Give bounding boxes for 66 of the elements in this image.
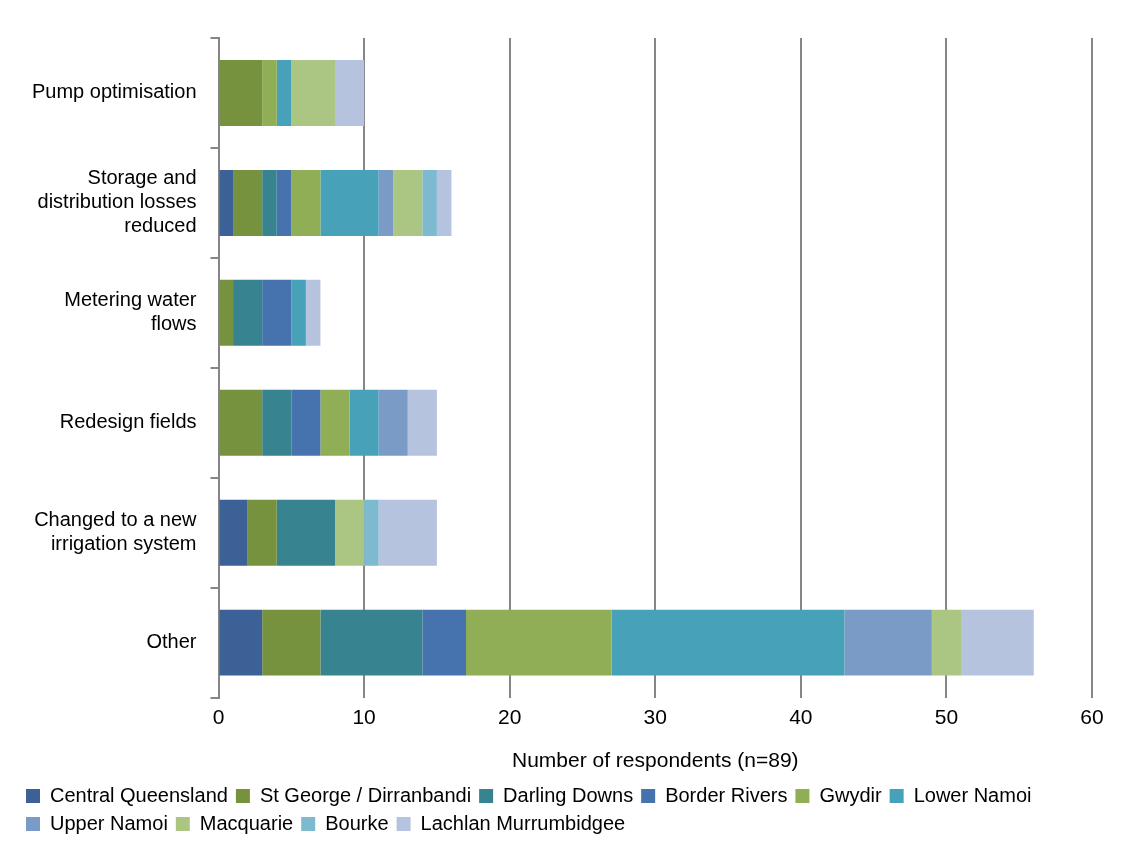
y-tick-label: Changed to a new irrigation system (34, 508, 198, 555)
legend-label: Lachlan Murrumbidgee (420, 811, 626, 834)
bar (378, 169, 394, 236)
bar (262, 59, 277, 126)
bar (436, 169, 452, 236)
x-tick-label: 60 (1080, 705, 1104, 728)
bar (291, 169, 321, 236)
bar (422, 169, 437, 236)
legend-label: St George / Dirranbandi (259, 783, 472, 806)
bar (320, 609, 423, 676)
x-tick-label: 20 (498, 705, 522, 728)
x-tick-label: 30 (643, 705, 667, 728)
bar (219, 389, 263, 456)
bar (334, 59, 365, 126)
bar (320, 389, 350, 456)
bar (262, 279, 292, 346)
bar (305, 279, 321, 346)
x-tick-label: 40 (789, 705, 813, 728)
legend-label: Macquarie (199, 811, 294, 834)
bar (407, 389, 437, 456)
bar (219, 279, 234, 346)
legend-label: Central Queensland (50, 783, 228, 806)
y-tick-label: Other (146, 630, 197, 653)
bar (349, 389, 379, 456)
bar (219, 169, 234, 236)
bar (844, 609, 932, 676)
bar (219, 499, 248, 566)
y-tick-label: Metering water flows (64, 288, 197, 335)
bar (233, 279, 263, 346)
legend-label: Darling Downs (503, 783, 634, 806)
y-tick-label: Pump optimisation (31, 80, 197, 103)
bar (262, 389, 292, 456)
bar (393, 169, 423, 236)
bar (291, 279, 306, 346)
bar (262, 609, 321, 676)
bar (320, 169, 379, 236)
bar (422, 609, 467, 676)
bar (291, 389, 321, 456)
bar (233, 169, 263, 236)
x-tick-label: 0 (212, 705, 225, 728)
bar (276, 169, 292, 236)
bar (611, 609, 845, 676)
legend-label: Upper Namoi (50, 811, 168, 834)
bar (219, 609, 263, 676)
legend-label: Gwydir (819, 783, 882, 806)
bar (276, 499, 335, 566)
bar (466, 609, 612, 676)
x-tick-label: 50 (934, 705, 959, 728)
bar (291, 59, 335, 126)
bar (378, 389, 408, 456)
legend-label: Border Rivers (665, 783, 788, 806)
bar (931, 609, 961, 676)
bar (334, 499, 365, 566)
legend-label: Bourke (325, 811, 389, 834)
bar (276, 59, 292, 126)
bar (247, 499, 277, 566)
legend-label: Lower Namoi (913, 783, 1032, 806)
bar (364, 499, 379, 566)
bar (219, 59, 263, 126)
y-tick-label: Redesign fields (59, 410, 197, 433)
x-tick-label: 10 (352, 705, 376, 728)
x-axis-title: Number of respondents (n=89) (511, 748, 799, 772)
y-tick-label: Storage and distribution losses reduced (37, 166, 197, 237)
bar (960, 609, 1034, 676)
bar (262, 169, 277, 236)
bar (378, 499, 437, 566)
